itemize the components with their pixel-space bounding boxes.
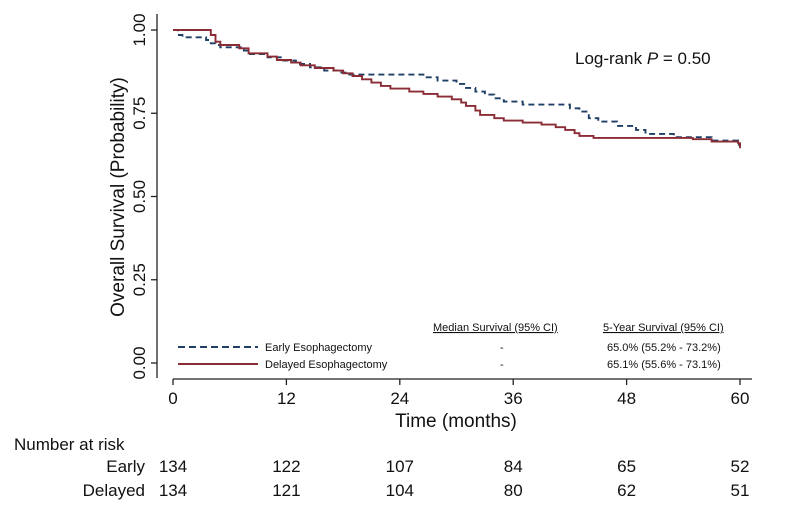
risk-value: 134 [159, 457, 187, 476]
risk-value: 65 [617, 457, 636, 476]
risk-value: 62 [617, 481, 636, 500]
survival-curves [173, 29, 741, 149]
legend-label-delayed: Delayed Esophagectomy [265, 359, 388, 371]
y-ticks: 0.00 0.25 0.50 0.75 1.00 [130, 13, 157, 380]
risk-value: 134 [159, 481, 187, 500]
risk-value: 107 [386, 457, 414, 476]
risk-row-label-delayed: Delayed [83, 481, 145, 500]
risk-value: 84 [504, 457, 523, 476]
survival-curve-delayed [173, 29, 741, 149]
legend-five-year-delayed: 65.1% (55.6% - 73.1%) [607, 359, 721, 371]
x-ticks: 0 12 24 36 48 60 [168, 379, 749, 408]
x-tick-label: 0 [168, 389, 177, 408]
x-tick-label: 36 [504, 389, 523, 408]
legend-label-early: Early Esophagectomy [265, 342, 372, 354]
legend-median-early: - [500, 342, 504, 354]
risk-value: 80 [504, 481, 523, 500]
y-tick-label: 0.00 [130, 346, 149, 379]
risk-values: 134 122 107 84 65 52 134 121 104 80 62 51 [159, 457, 750, 500]
survival-curve-early [173, 29, 741, 147]
risk-row-label-early: Early [106, 457, 145, 476]
legend-header-five-year: 5-Year Survival (95% CI) [603, 322, 724, 334]
legend-five-year-early: 65.0% (55.2% - 73.2%) [607, 342, 721, 354]
risk-table-title: Number at risk [14, 435, 125, 454]
risk-value: 104 [386, 481, 414, 500]
legend-median-delayed: - [500, 359, 504, 371]
legend: Median Survival (95% CI) 5-Year Survival… [178, 322, 724, 371]
logrank-annotation: Log-rank P = 0.50 [575, 49, 711, 68]
logrank-prefix: Log-rank [575, 49, 647, 68]
y-axis-title: Overall Survival (Probability) [108, 77, 129, 317]
x-tick-label: 60 [731, 389, 750, 408]
x-tick-label: 24 [390, 389, 409, 408]
x-tick-label: 48 [617, 389, 636, 408]
x-tick-label: 12 [277, 389, 296, 408]
y-tick-label: 0.50 [130, 180, 149, 213]
risk-value: 51 [731, 481, 750, 500]
logrank-suffix: = 0.50 [658, 49, 710, 68]
x-axis-title: Time (months) [395, 411, 517, 432]
risk-value: 122 [272, 457, 300, 476]
y-tick-label: 0.75 [130, 97, 149, 130]
risk-value: 121 [272, 481, 300, 500]
logrank-p-symbol: P [647, 49, 659, 68]
y-tick-label: 0.25 [130, 263, 149, 296]
risk-value: 52 [731, 457, 750, 476]
legend-header-median: Median Survival (95% CI) [433, 322, 558, 334]
y-tick-label: 1.00 [130, 13, 149, 46]
